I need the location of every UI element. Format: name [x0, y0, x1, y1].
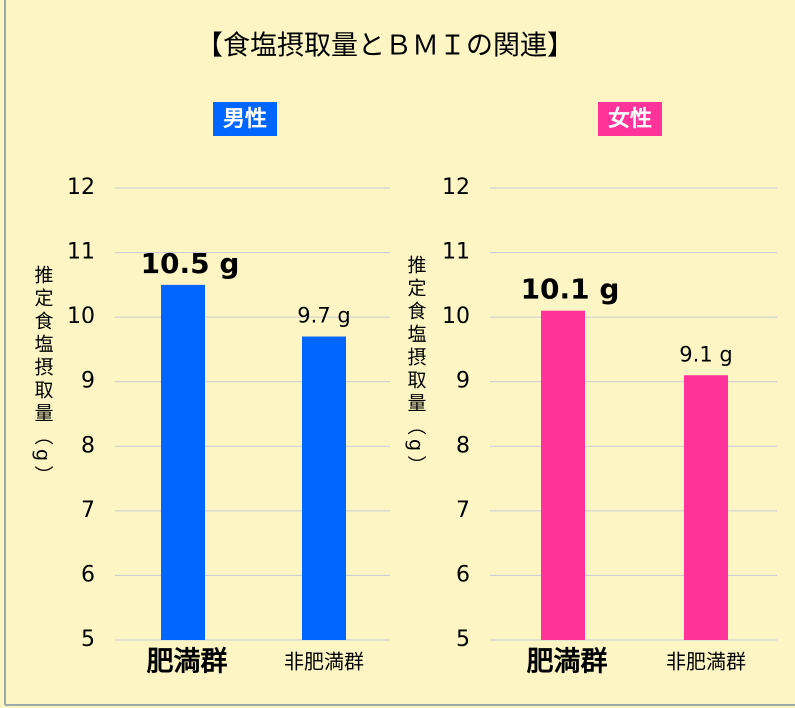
y-tick-label: 10 — [442, 304, 470, 329]
y-tick-label: 7 — [81, 498, 95, 523]
y-tick-label: 5 — [456, 627, 470, 652]
bar — [541, 310, 585, 640]
y-tick-label: 7 — [456, 498, 470, 523]
y-tick-label: 9 — [81, 369, 95, 394]
y-tick-label: 12 — [67, 175, 95, 200]
x-tick-label: 非肥満群 — [284, 650, 364, 674]
value-label: 10.5 g — [141, 247, 240, 280]
value-label: 10.1 g — [521, 273, 620, 306]
value-label: 9.7 g — [297, 304, 350, 328]
y-tick-label: 5 — [81, 627, 95, 652]
y-tick-label: 11 — [442, 240, 470, 265]
y-tick-label: 6 — [456, 562, 470, 587]
chart-title: 【食塩摂取量とＢＭＩの関連】 — [196, 31, 574, 62]
y-tick-label: 8 — [81, 433, 95, 458]
x-tick-label: 非肥満群 — [666, 650, 746, 674]
x-tick-label: 肥満群 — [527, 647, 608, 678]
y-axis-label: 推定食塩摂取量（g） — [405, 255, 427, 478]
subtitle: 女性 — [608, 106, 652, 132]
y-tick-label: 6 — [81, 562, 95, 587]
y-tick-label: 10 — [67, 304, 95, 329]
subtitle-box — [598, 102, 662, 136]
subtitle-box — [213, 102, 277, 136]
y-tick-label: 8 — [456, 433, 470, 458]
y-tick-label: 11 — [67, 240, 95, 265]
y-axis-label: 推定食塩摂取量（g） — [32, 265, 54, 488]
bar — [684, 375, 728, 640]
bar — [161, 284, 205, 640]
y-tick-label: 9 — [456, 369, 470, 394]
x-tick-label: 肥満群 — [147, 647, 228, 678]
bar — [302, 336, 346, 640]
value-label: 9.1 g — [679, 342, 732, 366]
subtitle: 男性 — [223, 107, 267, 132]
y-tick-label: 12 — [442, 175, 470, 200]
